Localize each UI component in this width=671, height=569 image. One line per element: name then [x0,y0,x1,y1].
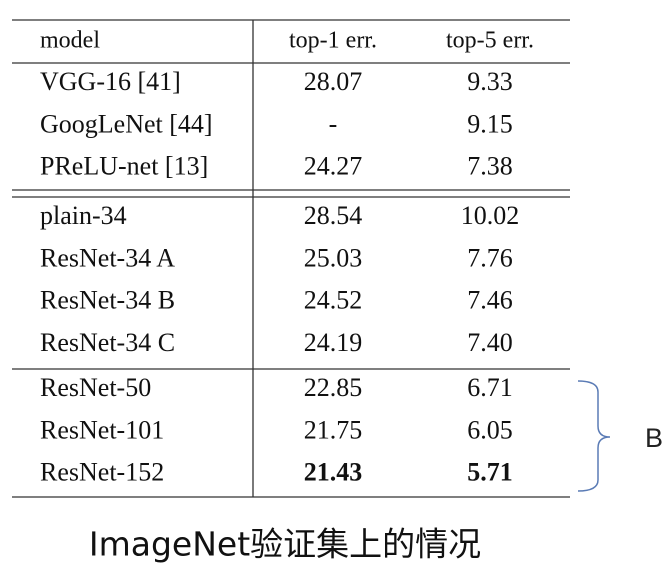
model-cell: ResNet-50 [40,373,151,402]
model-cell: ResNet-152 [40,458,164,487]
value-cell: 28.54 [304,201,363,230]
model-cell: GoogLeNet [44] [40,109,213,138]
model-cell: ResNet-101 [40,415,164,444]
value-cell: 25.03 [304,243,363,272]
value-cell: - [329,109,338,138]
value-cell: 9.15 [467,109,513,138]
value-cell: 7.46 [467,286,513,315]
model-cell: ResNet-34 B [40,286,175,315]
value-cell: 24.27 [304,152,363,181]
value-cell: 7.40 [467,328,513,357]
value-cell: 7.76 [467,243,513,272]
value-cell: 7.38 [467,152,513,181]
model-cell: plain-34 [40,201,127,230]
brace [577,380,611,492]
value-cell: 21.75 [304,415,363,444]
caption: ImageNet验证集上的情况 [89,525,481,564]
value-cell: 24.52 [304,286,363,315]
value-cell: 21.43 [304,458,363,487]
results-table: model top-1 err. top-5 err. VGG-16 [41] 28.0… [12,19,570,498]
model-cell: VGG-16 [41] [40,67,181,96]
model-cell: PReLU-net [13] [40,152,208,181]
header-cell: top-5 err. [446,28,534,54]
header-cell: model [40,28,100,54]
model-cell: ResNet-34 A [40,243,175,272]
header-cell: top-1 err. [289,28,377,54]
value-cell: 6.05 [467,415,513,444]
annotation-label: B [645,423,663,453]
value-cell: 5.71 [467,458,513,487]
value-cell: 24.19 [304,328,363,357]
value-cell: 9.33 [467,67,513,96]
model-cell: ResNet-34 C [40,328,175,357]
value-cell: 28.07 [304,67,363,96]
value-cell: 6.71 [467,373,513,402]
value-cell: 10.02 [461,201,520,230]
value-cell: 22.85 [304,373,363,402]
